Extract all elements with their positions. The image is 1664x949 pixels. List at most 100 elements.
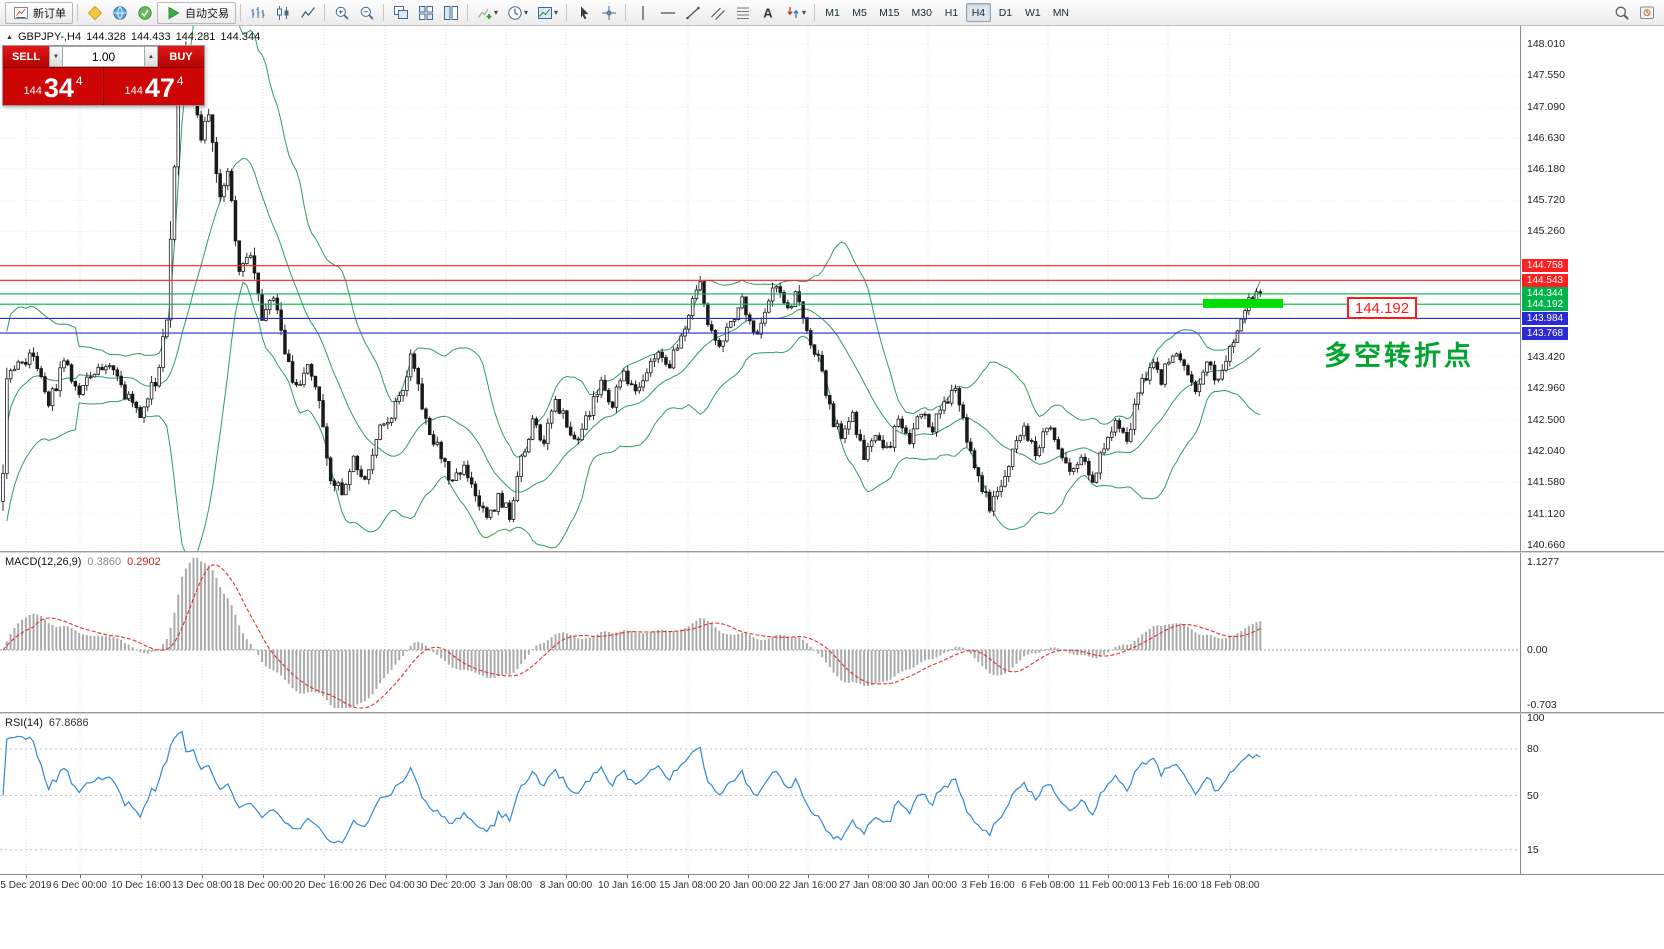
buy-price-button[interactable]: 144 47 4 bbox=[104, 68, 204, 105]
price-level-tag[interactable]: 144.192 bbox=[1522, 297, 1568, 311]
periods-button[interactable]: ▾ bbox=[502, 2, 532, 24]
time-axis-tick bbox=[141, 875, 142, 878]
time-axis-label: 6 Dec 00:00 bbox=[53, 880, 107, 891]
price-scale-label: 142.040 bbox=[1527, 444, 1565, 457]
buy-button[interactable]: BUY bbox=[158, 46, 204, 67]
timeframe-button-m5[interactable]: M5 bbox=[852, 6, 867, 19]
market-watch-button[interactable] bbox=[107, 2, 132, 24]
chart-bars-icon bbox=[249, 4, 266, 21]
rsi-pane[interactable]: RSI(14) 67.8686 bbox=[0, 714, 1520, 874]
timeframe-button-w1[interactable]: W1 bbox=[1024, 6, 1041, 19]
time-axis-label: 22 Jan 16:00 bbox=[779, 880, 837, 891]
timeframe-button-m15[interactable]: M15 bbox=[879, 6, 900, 19]
text-button[interactable]: A bbox=[755, 2, 780, 24]
timeframe-button-mn[interactable]: MN bbox=[1052, 6, 1070, 19]
volume-increase-button[interactable]: ▲ bbox=[144, 46, 158, 67]
search-button[interactable] bbox=[1609, 2, 1634, 24]
time-axis-tick bbox=[1048, 875, 1049, 878]
trendline-button[interactable] bbox=[680, 2, 705, 24]
vline-button[interactable] bbox=[630, 2, 655, 24]
time-axis[interactable]: 5 Dec 2019 6 Dec 00:00 10 Dec 16:00 13 Dec … bbox=[0, 874, 1664, 896]
price-level-tag[interactable]: 143.768 bbox=[1522, 326, 1568, 340]
cascade-windows-button[interactable] bbox=[388, 2, 413, 24]
indicators-icon bbox=[476, 4, 493, 21]
hline-button[interactable] bbox=[655, 2, 680, 24]
crosshair-button[interactable] bbox=[596, 2, 621, 24]
chart-bars-button[interactable] bbox=[245, 2, 270, 24]
price-scale-label: 142.960 bbox=[1527, 382, 1565, 395]
time-axis-label: 26 Dec 04:00 bbox=[355, 880, 415, 891]
navigator-button[interactable] bbox=[132, 2, 157, 24]
panels-button[interactable] bbox=[1634, 2, 1659, 24]
pane-splitter-macd[interactable] bbox=[0, 551, 1664, 553]
timeframe-button-m30[interactable]: M30 bbox=[911, 6, 932, 19]
time-axis-label: 15 Jan 08:00 bbox=[659, 880, 717, 891]
time-axis-tick bbox=[263, 875, 264, 878]
autotrade-icon bbox=[164, 4, 181, 21]
timeframe-button-m1[interactable]: M1 bbox=[825, 6, 840, 19]
autotrade-button[interactable]: 自动交易 bbox=[157, 1, 236, 24]
new-order-label: 新订单 bbox=[33, 7, 66, 20]
timeframe-button-h4[interactable]: H4 bbox=[965, 3, 991, 22]
price-level-tag[interactable]: 144.344 bbox=[1522, 287, 1568, 301]
fibo-button[interactable] bbox=[730, 2, 755, 24]
template-button[interactable]: ▾ bbox=[532, 2, 562, 24]
breakout-highlight-bar[interactable] bbox=[1203, 298, 1283, 308]
chart-candles-button[interactable] bbox=[270, 2, 295, 24]
zoom-out-button[interactable] bbox=[354, 2, 379, 24]
toolbar-separator bbox=[77, 4, 78, 21]
sell-price-pip: 4 bbox=[75, 74, 83, 88]
mql5-icon bbox=[86, 4, 103, 21]
trade-panel-toggle-icon[interactable]: ▲ bbox=[6, 33, 13, 41]
channel-icon bbox=[709, 4, 726, 21]
time-axis-tick bbox=[988, 875, 989, 878]
time-axis-tick bbox=[566, 875, 567, 878]
price-level-tag[interactable]: 143.984 bbox=[1522, 311, 1568, 325]
time-axis-label: 30 Dec 20:00 bbox=[416, 880, 476, 891]
timeframe-button-h1[interactable]: H1 bbox=[944, 6, 959, 19]
sell-price-button[interactable]: 144 34 4 bbox=[3, 68, 104, 105]
price-scale[interactable]: 148.010 147.550 147.090 146.630 146.180 145.7… bbox=[1520, 26, 1664, 874]
price-scale-label: 147.090 bbox=[1527, 100, 1565, 113]
cursor-button[interactable] bbox=[571, 2, 596, 24]
horizontal-level-lines[interactable] bbox=[0, 265, 1520, 334]
sell-button[interactable]: SELL bbox=[3, 46, 49, 67]
hline-icon bbox=[659, 4, 676, 21]
periods-caret-icon: ▾ bbox=[524, 8, 529, 17]
time-axis-label: 20 Dec 16:00 bbox=[294, 880, 354, 891]
pane-splitter-rsi[interactable] bbox=[0, 712, 1664, 714]
fibo-icon bbox=[734, 4, 751, 21]
price-level-annotation[interactable]: 144.192 bbox=[1347, 297, 1417, 319]
price-scale-label: 146.630 bbox=[1527, 132, 1565, 145]
buy-price-main: 47 bbox=[144, 73, 175, 103]
tile-vertical-button[interactable] bbox=[438, 2, 463, 24]
mql5-button[interactable] bbox=[82, 2, 107, 24]
time-axis-label: 3 Jan 08:00 bbox=[479, 880, 533, 891]
tile-windows-button[interactable] bbox=[413, 2, 438, 24]
volume-decrease-button[interactable]: ▼ bbox=[49, 46, 63, 67]
timeframe-button-d1[interactable]: D1 bbox=[998, 6, 1013, 19]
navigator-icon bbox=[136, 4, 153, 21]
rsi-scale-label: 100 bbox=[1527, 712, 1545, 724]
ohlc-high: 144.433 bbox=[130, 31, 171, 43]
price-level-tag[interactable]: 144.543 bbox=[1522, 273, 1568, 287]
price-level-tag[interactable]: 144.758 bbox=[1522, 259, 1568, 273]
zoom-in-button[interactable] bbox=[329, 2, 354, 24]
time-axis-tick bbox=[324, 875, 325, 878]
bollinger-bands bbox=[6, 26, 1261, 551]
time-axis-tick bbox=[80, 875, 81, 878]
time-axis-label: 6 Feb 08:00 bbox=[1021, 880, 1075, 891]
new-order-button[interactable]: 新订单 bbox=[5, 1, 73, 24]
arrows-button[interactable]: ▾ bbox=[780, 2, 810, 24]
time-axis-tick bbox=[1230, 875, 1231, 878]
macd-pane[interactable]: MACD(12,26,9) 0.3860 0.2902 bbox=[0, 553, 1520, 712]
macd-header: MACD(12,26,9) 0.3860 0.2902 bbox=[5, 556, 161, 568]
time-axis-tick bbox=[1168, 875, 1169, 878]
chart-line-button[interactable] bbox=[295, 2, 320, 24]
indicators-button[interactable]: ▾ bbox=[472, 2, 502, 24]
channel-button[interactable] bbox=[705, 2, 730, 24]
volume-input[interactable] bbox=[63, 46, 144, 67]
candlestick-chart[interactable] bbox=[0, 26, 1520, 551]
svg-text:A: A bbox=[763, 5, 773, 20]
main-chart-pane[interactable]: ▲ GBPJPY-,H4 144.328 144.433 144.281 144… bbox=[0, 26, 1520, 551]
